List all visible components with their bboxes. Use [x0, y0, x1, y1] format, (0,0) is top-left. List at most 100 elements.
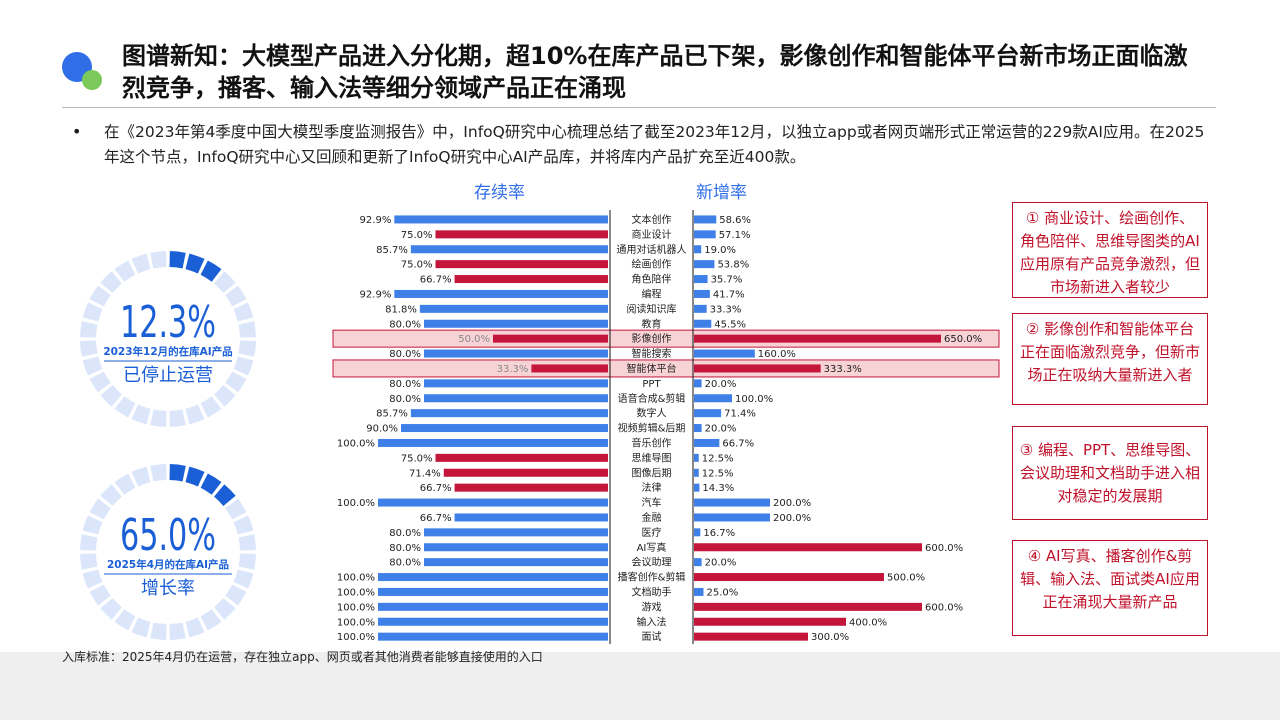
survival-bar: [443, 468, 608, 477]
donut-segment: [114, 260, 136, 282]
growth-label: 58.6%: [719, 215, 751, 226]
donut-segment: [89, 371, 111, 393]
growth-label: 12.5%: [702, 468, 734, 479]
growth-bar: [694, 364, 821, 373]
donut-segment: [233, 302, 254, 322]
growth-label: 12.5%: [702, 453, 734, 464]
survival-rate-heading: 存续率: [474, 183, 525, 203]
donut-segment: [89, 285, 111, 307]
donut-label: 已停止运营: [123, 365, 213, 386]
survival-bar: [394, 215, 608, 224]
growth-label: 20.0%: [705, 558, 737, 569]
donut-segment: [233, 515, 254, 535]
growth-label: 66.7%: [722, 438, 754, 449]
category-label: 智能搜索: [632, 347, 672, 360]
survival-bar: [493, 334, 608, 343]
donut-segment: [100, 598, 122, 620]
donut-segment: [80, 321, 98, 338]
survival-bar: [424, 558, 608, 567]
category-label: 数字人: [637, 407, 667, 420]
donut-segment: [169, 409, 186, 427]
survival-label: 75.0%: [401, 260, 433, 271]
growth-rate-heading: 新增率: [696, 183, 747, 203]
growth-label: 160.0%: [758, 349, 796, 360]
donut-segment: [114, 396, 136, 418]
donut-segment: [80, 534, 98, 551]
growth-label: 19.0%: [704, 245, 736, 256]
donut-segment: [238, 534, 256, 551]
category-label: 编程: [642, 287, 662, 300]
callout-1: ① 商业设计、绘画创作、角色陪伴、思维导图类的AI应用原有产品竞争激烈，但市场新…: [1012, 202, 1208, 298]
growth-bar: [694, 498, 770, 507]
category-label: 思维导图: [632, 451, 672, 464]
survival-label: 50.0%: [458, 334, 490, 345]
donut-segment-filled: [185, 466, 205, 487]
survival-bar: [378, 587, 608, 596]
donut-segment-filled: [200, 260, 222, 282]
category-label: 游戏: [642, 600, 662, 613]
butterfly-bar-chart: 92.9% 文本创作 58.6% 75.0% 商业设计 57.1% 85.7% 通用对话机器人…: [332, 210, 1000, 645]
survival-label: 80.0%: [389, 319, 421, 330]
donut-segment: [150, 251, 167, 269]
donut-segment: [150, 409, 167, 427]
donut-label: 增长率: [141, 578, 195, 599]
category-label: 通用对话机器人: [617, 243, 687, 256]
donut-segment: [214, 385, 236, 407]
donut-segment: [89, 584, 111, 606]
donut-segment: [238, 553, 256, 570]
growth-bar: [694, 334, 941, 343]
survival-label: 90.0%: [366, 424, 398, 435]
survival-bar: [424, 543, 608, 552]
donut-segment: [233, 356, 254, 376]
survival-label: 75.0%: [401, 230, 433, 241]
growth-bar: [694, 573, 884, 582]
growth-label: 500.0%: [887, 573, 925, 584]
survival-label: 80.0%: [389, 543, 421, 554]
growth-bar: [694, 543, 922, 552]
survival-bar: [454, 275, 608, 284]
growth-label: 71.4%: [724, 409, 756, 420]
survival-bar: [424, 528, 608, 537]
donut-segment: [214, 271, 236, 293]
donut-segment: [233, 569, 254, 589]
donut-segment: [150, 622, 167, 640]
donut-caption: 2025年4月的在库AI产品: [107, 558, 229, 571]
survival-label: 66.7%: [420, 275, 452, 286]
survival-label: 100.0%: [337, 602, 375, 613]
donut-segment: [82, 515, 103, 535]
growth-bar: [694, 230, 716, 239]
survival-bar: [378, 573, 608, 582]
growth-bar: [694, 453, 699, 462]
donut-segment: [131, 253, 151, 274]
category-label: 影像创作: [632, 332, 672, 345]
survival-label: 75.0%: [401, 453, 433, 464]
survival-bar: [435, 453, 608, 462]
category-label: 法律: [642, 481, 662, 494]
category-label: 金融: [642, 511, 662, 524]
donut-segment: [82, 302, 103, 322]
growth-label: 14.3%: [702, 483, 734, 494]
donut-center: [98, 482, 238, 622]
survival-label: 100.0%: [337, 632, 375, 643]
growth-label: 33.3%: [710, 304, 742, 315]
growth-label: 20.0%: [705, 424, 737, 435]
category-label: 文档助手: [632, 585, 672, 598]
growth-bar: [694, 289, 710, 298]
survival-bar: [378, 602, 608, 611]
donut-segment-filled: [185, 253, 205, 274]
donut-segment: [225, 285, 247, 307]
emphasized-row-band: [332, 359, 1000, 378]
category-label: 医疗: [642, 526, 662, 539]
survival-label: 33.3%: [497, 364, 529, 375]
donut-segment: [214, 598, 236, 620]
survival-label: 85.7%: [376, 409, 408, 420]
category-label: 商业设计: [632, 228, 672, 241]
category-label: 角色陪伴: [632, 273, 672, 286]
growth-bar: [694, 483, 700, 492]
category-label: 教育: [642, 317, 662, 330]
category-label: 音乐创作: [632, 436, 672, 449]
donut-segment: [225, 371, 247, 393]
growth-label: 20.0%: [705, 379, 737, 390]
donut-segment: [100, 271, 122, 293]
